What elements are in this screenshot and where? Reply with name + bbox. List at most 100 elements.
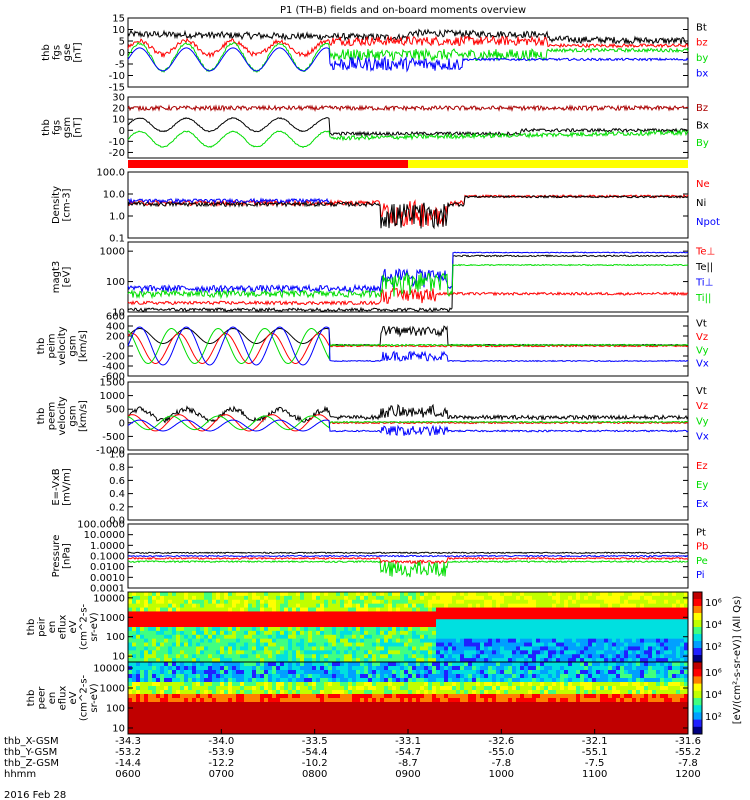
- spectrogram-cell: [188, 646, 193, 651]
- spectrogram-cell: [640, 592, 645, 597]
- spectrogram-cell: [404, 678, 409, 683]
- spectrogram-cell: [276, 674, 281, 679]
- spectrogram-cell: [248, 638, 253, 643]
- spectrogram-cell: [388, 650, 393, 655]
- series-line: [127, 34, 689, 59]
- spectrogram-cell: [460, 718, 465, 723]
- spectrogram-cell: [608, 607, 613, 612]
- spectrogram-cell: [612, 706, 617, 711]
- spectrogram-cell: [564, 694, 569, 699]
- spectrogram-cell: [492, 646, 497, 651]
- spectrogram-cell: [412, 634, 417, 640]
- spectrogram-cell: [524, 627, 529, 632]
- spectrogram-cell: [500, 623, 505, 628]
- spectrogram-cell: [596, 623, 601, 628]
- spectrogram-cell: [156, 726, 161, 731]
- spectrogram-cell: [584, 592, 589, 597]
- spectrogram-cell: [320, 642, 325, 647]
- spectrogram-cell: [316, 670, 321, 675]
- spectrogram-cell: [336, 658, 341, 663]
- spectrogram-cell: [276, 607, 281, 612]
- spectrogram-cell: [244, 603, 249, 608]
- spectrogram-cell: [488, 702, 493, 707]
- spectrogram-cell: [432, 646, 437, 651]
- spectrogram-cell: [416, 630, 421, 636]
- spectrogram-cell: [192, 670, 197, 675]
- spectrogram-cell: [528, 710, 533, 715]
- spectrogram-cell: [140, 674, 145, 679]
- spectrogram-cell: [152, 592, 157, 597]
- spectrogram-cell: [256, 611, 261, 616]
- spectrogram-cell: [304, 650, 309, 655]
- spectrogram-cell: [568, 674, 573, 679]
- spectrogram-cell: [520, 603, 525, 608]
- spectrogram-cell: [152, 627, 157, 632]
- spectrogram-cell: [436, 702, 441, 707]
- spectrogram-cell: [392, 726, 397, 731]
- spectrogram-cell: [396, 619, 401, 624]
- spectrogram-cell: [612, 619, 617, 624]
- spectrogram-cell: [188, 599, 193, 605]
- spectrogram-cell: [404, 710, 409, 715]
- spectrogram-cell: [552, 698, 557, 703]
- spectrogram-cell: [396, 694, 401, 699]
- spectrogram-cell: [460, 694, 465, 699]
- spectrogram-cell: [684, 619, 689, 624]
- spectrogram-cell: [440, 678, 445, 683]
- spectrogram-cell: [368, 714, 373, 719]
- spectrogram-cell: [188, 674, 193, 679]
- spectrogram-cell: [436, 722, 441, 727]
- spectrogram-cell: [656, 619, 661, 624]
- spectrogram-cell: [556, 638, 561, 643]
- spectrogram-cell: [248, 726, 253, 731]
- spectrogram-cell: [328, 726, 333, 731]
- y-tick-label: -500: [102, 432, 125, 443]
- spectrogram-cell: [296, 686, 301, 691]
- spectrogram-cell: [400, 592, 405, 597]
- spectrogram-cell: [500, 694, 505, 699]
- spectrogram-cell: [520, 650, 525, 655]
- spectrogram-cell: [488, 658, 493, 663]
- spectrogram-cell: [388, 634, 393, 640]
- spectrogram-cell: [276, 670, 281, 675]
- spectrogram-cell: [620, 666, 625, 671]
- spectrogram-cell: [424, 670, 429, 675]
- spectrogram-cell: [316, 646, 321, 651]
- spectrogram-cell: [604, 694, 609, 699]
- spectrogram-cell: [324, 615, 329, 620]
- spectrogram-cell: [240, 674, 245, 679]
- spectrogram-cell: [564, 670, 569, 675]
- spectrogram-cell: [416, 592, 421, 597]
- spectrogram-cell: [452, 623, 457, 628]
- spectrogram-cell: [224, 730, 229, 735]
- spectrogram-cell: [328, 674, 333, 679]
- spectrogram-cell: [220, 642, 225, 647]
- spectrogram-cell: [220, 686, 225, 691]
- spectrogram-cell: [544, 607, 549, 612]
- spectrogram-cell: [140, 611, 145, 616]
- spectrogram-cell: [488, 603, 493, 608]
- spectrogram-cell: [136, 619, 141, 624]
- spectrogram-cell: [588, 638, 593, 643]
- spectrogram-cell: [144, 682, 149, 687]
- spectrogram-cell: [676, 603, 681, 608]
- spectrogram-cell: [380, 595, 385, 601]
- spectrogram-cell: [308, 682, 313, 687]
- spectrogram-cell: [512, 654, 517, 659]
- spectrogram-cell: [444, 607, 449, 612]
- spectrogram-cell: [252, 627, 257, 632]
- spectrogram-cell: [484, 646, 489, 651]
- spectrogram-cell: [608, 603, 613, 608]
- spectrogram-cell: [596, 642, 601, 647]
- spectrogram-cell: [292, 592, 297, 597]
- spectrogram-cell: [392, 634, 397, 640]
- spectrogram-cell: [512, 682, 517, 687]
- spectrogram-cell: [320, 674, 325, 679]
- spectrogram-cell: [272, 722, 277, 727]
- spectrogram-cell: [232, 595, 237, 601]
- spectrogram-cell: [420, 706, 425, 711]
- spectrogram-cell: [640, 595, 645, 601]
- spectrogram-cell: [492, 658, 497, 663]
- spectrogram-cell: [428, 722, 433, 727]
